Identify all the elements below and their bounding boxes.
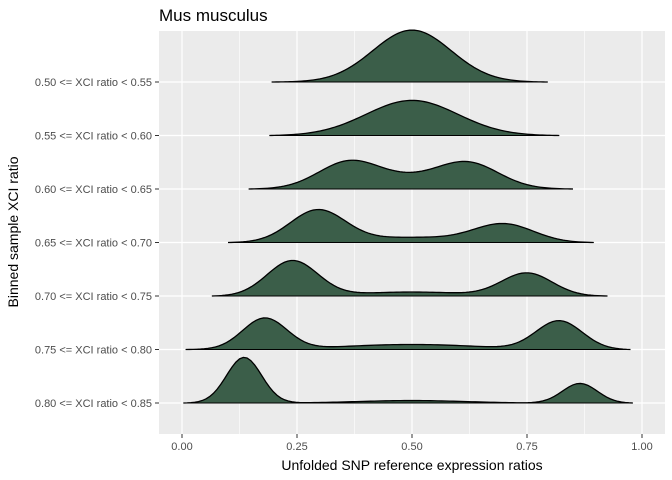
ridge-outline <box>269 99 560 137</box>
ridge-outline <box>185 317 631 351</box>
ridge-outline <box>271 29 548 83</box>
y-tick-label: 0.80 <= XCI ratio < 0.85 <box>35 398 152 410</box>
ridge-outline <box>248 159 574 190</box>
chart-title: Mus musculus <box>159 6 268 25</box>
ridge-outline <box>211 259 608 297</box>
y-axis-ticks: 0.50 <= XCI ratio < 0.55 0.55 <= XCI rati… <box>35 77 159 410</box>
ridge-area <box>248 160 573 189</box>
x-axis-ticks: 0.00 0.25 0.50 0.75 1.00 <box>171 434 653 453</box>
ridge <box>211 259 608 297</box>
y-tick-label: 0.65 <= XCI ratio < 0.70 <box>35 238 152 250</box>
y-tick-label: 0.60 <= XCI ratio < 0.65 <box>35 184 152 196</box>
ridge-area <box>185 317 631 350</box>
ridge-area <box>228 209 594 243</box>
x-axis-title: Unfolded SNP reference expression ratios <box>281 457 542 473</box>
x-tick-label: 0.00 <box>171 441 192 453</box>
y-tick-label: 0.55 <= XCI ratio < 0.60 <box>35 131 152 143</box>
ridge-area <box>211 260 608 296</box>
ridge-area <box>271 30 548 83</box>
x-tick-label: 0.75 <box>516 441 537 453</box>
ridges <box>183 29 633 404</box>
ridge-outline <box>227 208 594 244</box>
x-tick-label: 0.50 <box>401 441 422 453</box>
ridge <box>227 208 594 244</box>
x-tick-label: 0.25 <box>286 441 307 453</box>
ridge <box>271 29 548 83</box>
ridge-outline <box>183 356 633 404</box>
y-tick-label: 0.70 <= XCI ratio < 0.75 <box>35 291 152 303</box>
ridge <box>269 99 560 137</box>
x-tick-label: 1.00 <box>631 441 652 453</box>
ridge <box>183 356 633 404</box>
ridge <box>248 159 574 190</box>
ridge <box>185 317 631 351</box>
y-tick-label: 0.75 <= XCI ratio < 0.80 <box>35 345 152 357</box>
ridge-area <box>183 357 633 403</box>
y-axis-title: Binned sample XCI ratio <box>5 156 21 307</box>
y-tick-label: 0.50 <= XCI ratio < 0.55 <box>35 77 152 89</box>
